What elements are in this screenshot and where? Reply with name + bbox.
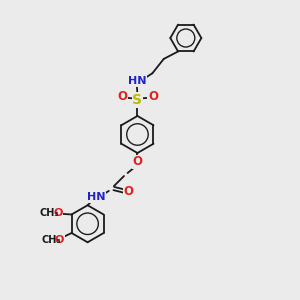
Text: O: O <box>55 235 64 245</box>
Text: CH₃: CH₃ <box>39 208 59 218</box>
Text: CH₃: CH₃ <box>41 235 61 245</box>
Text: O: O <box>123 185 133 198</box>
Text: HN: HN <box>87 193 105 202</box>
Text: O: O <box>148 90 158 104</box>
Text: O: O <box>53 208 62 218</box>
Text: HN: HN <box>128 76 146 86</box>
Text: O: O <box>117 90 127 104</box>
Text: O: O <box>133 155 142 169</box>
Text: S: S <box>133 93 142 107</box>
